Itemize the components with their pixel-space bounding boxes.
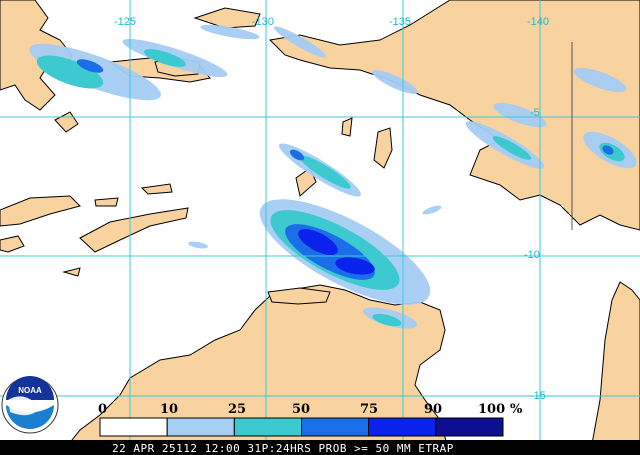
svg-text:NOAA: NOAA (18, 386, 42, 395)
new-guinea-island (268, 0, 640, 231)
legend-bin-90-100 (435, 417, 504, 437)
tanimbar-island (295, 167, 317, 197)
small-island-a (62, 267, 81, 277)
longitude-label-130: -130 (252, 16, 274, 28)
legend-tick-50: 50 (292, 402, 310, 417)
legend-bin-0-10 (99, 417, 168, 437)
probability-overlay (28, 24, 637, 329)
latitude-label-15: -15 (530, 390, 546, 402)
timor-island (79, 207, 189, 253)
legend-tick-25: 25 (228, 402, 246, 417)
wetar-island (140, 183, 173, 195)
legend-tick-100: 100 (478, 402, 505, 417)
cape-york-peninsula (589, 281, 640, 455)
sumba-island (0, 235, 25, 253)
legend-tick-75: 75 (360, 402, 378, 417)
legend-bin-10-25 (166, 417, 235, 437)
longitude-label-125: -125 (114, 16, 136, 28)
latitude-label-10: -10 (524, 249, 540, 261)
noaa-logo: NOAA (1, 376, 59, 434)
legend: 0 10 25 50 75 90 100 % (98, 402, 523, 437)
legend-bin-50-75 (301, 417, 370, 437)
alor-island (94, 197, 119, 207)
legend-unit: % (510, 402, 523, 417)
australia-landmass (59, 284, 451, 455)
footer-bar (0, 440, 640, 455)
legend-tick-0: 0 (98, 402, 107, 417)
aru-island (373, 127, 393, 169)
melville-island (267, 287, 331, 305)
legend-tick-90: 90 (424, 402, 442, 417)
longitude-label-135: -135 (389, 16, 411, 28)
legend-tick-10: 10 (160, 402, 178, 417)
legend-bin-75-90 (368, 417, 437, 437)
longitude-label-140: -140 (527, 16, 549, 28)
kai-island (341, 117, 353, 137)
lat-lon-grid (0, 0, 640, 440)
footer-text: 22 APR 25112 12:00 31P:24HRS PROB >= 50 … (112, 442, 454, 455)
flores-island (0, 195, 81, 227)
legend-bin-25-50 (233, 417, 302, 437)
latitude-label-5: -5 (530, 107, 540, 119)
